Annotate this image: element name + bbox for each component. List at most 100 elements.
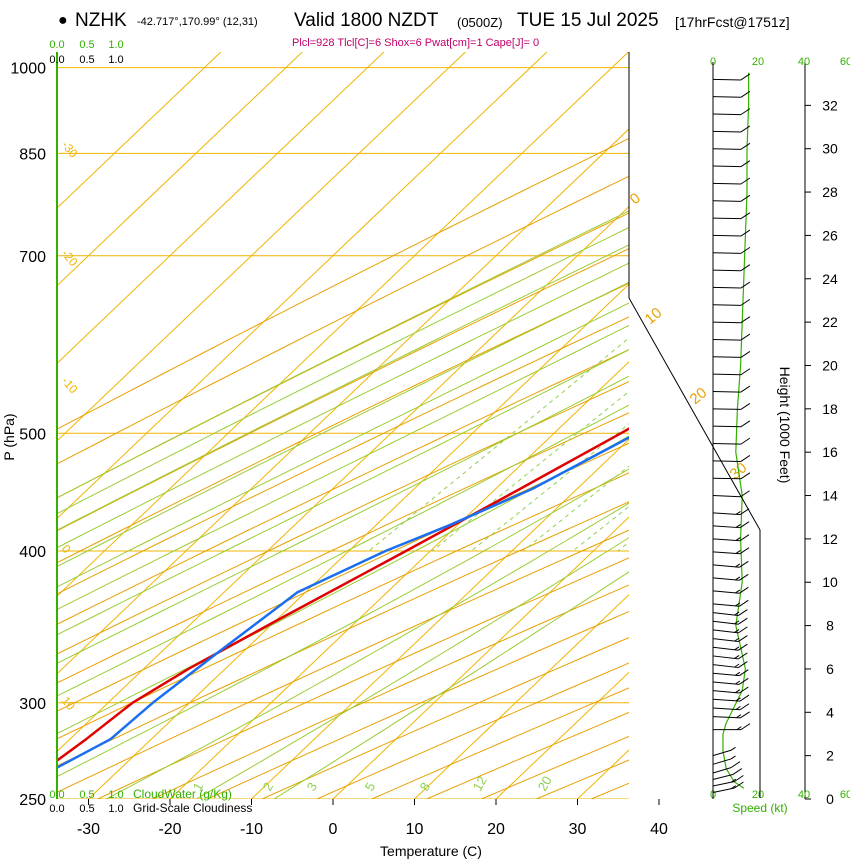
speed-tick-top: 40	[798, 56, 810, 68]
wind-barb-flag	[736, 726, 742, 731]
temperature-tick-label: 20	[487, 821, 505, 838]
wind-barb-shaft	[712, 390, 741, 393]
isotherm-label: -30	[59, 138, 81, 161]
temperature-tick-label: 10	[406, 821, 424, 838]
mixing-ratio-line	[572, 505, 629, 552]
wind-barb-shaft	[712, 477, 741, 480]
wind-barb	[712, 711, 750, 719]
isotherm-line	[57, 52, 385, 364]
dry-adiabat-line	[57, 248, 629, 532]
isotherm-line	[57, 52, 222, 209]
wind-barb-flag	[740, 472, 751, 480]
wind-barb	[712, 73, 751, 81]
height-tick-label: 32	[822, 97, 838, 113]
wind-barb	[712, 108, 751, 116]
wind-barb-shaft	[712, 603, 740, 607]
wind-barb	[712, 669, 749, 677]
wind-barb-flag	[740, 368, 751, 376]
wind-barb-flag	[735, 689, 741, 694]
wind-barb-shaft	[712, 681, 740, 685]
isotherm-line	[251, 438, 629, 799]
wind-barb-shaft	[712, 577, 740, 581]
dry-adiabat-line	[57, 316, 629, 595]
wind-barb-flag	[740, 160, 751, 168]
wind-barb	[712, 635, 748, 643]
wind-barb	[712, 142, 751, 150]
wind-barb	[712, 490, 750, 498]
height-tick-label: 0	[826, 791, 834, 807]
moist-adiabat-line	[57, 468, 629, 778]
wind-barb-flag	[735, 589, 741, 594]
wind-barb-flag	[740, 711, 750, 719]
wind-barb-flag	[740, 385, 751, 393]
wind-barb	[712, 403, 751, 410]
wind-barb-flag	[740, 90, 751, 98]
isotherm-line	[741, 52, 850, 799]
temperature-tick-label: -10	[240, 821, 263, 838]
wind-barb-shaft	[712, 716, 741, 719]
isotherm-line	[495, 671, 629, 799]
wind-barb	[712, 560, 749, 568]
wind-barb-shaft	[712, 564, 740, 568]
height-tick-label: 18	[822, 401, 838, 417]
wind-barb-flag	[740, 264, 751, 272]
wind-barb-shaft	[712, 200, 741, 202]
cloudwater-scale-top: 0.0	[49, 39, 64, 51]
wind-barb-shaft	[712, 130, 741, 133]
dry-adiabat-line	[316, 662, 629, 799]
wind-barb-flag	[735, 576, 741, 581]
cloudwater-scale-top: 1.0	[108, 39, 123, 51]
height-tick-label: 22	[822, 314, 838, 330]
wind-barb	[712, 521, 750, 529]
wind-barb-flag	[735, 537, 741, 541]
wind-barb	[712, 194, 751, 202]
wind-barb	[712, 316, 751, 324]
wind-barb	[712, 686, 749, 694]
wind-barb-flag	[735, 680, 741, 685]
isotherm-line	[169, 361, 629, 799]
dry-adiabat-line	[57, 282, 629, 564]
wind-barb-shaft	[712, 443, 741, 445]
dewpoint-profile-line	[57, 436, 629, 770]
dry-adiabat-line	[57, 212, 629, 499]
wind-barb	[712, 746, 736, 757]
wind-barb-flag	[739, 686, 749, 694]
wind-barb-flag	[730, 778, 737, 783]
wind-barb	[712, 781, 744, 793]
dry-adiabat-line	[701, 52, 850, 799]
wind-barb	[712, 547, 750, 555]
dry-adiabat-line	[57, 501, 629, 767]
wind-barb-flag	[740, 490, 750, 498]
isotherm-line	[414, 594, 629, 799]
wind-barb-flag	[740, 316, 751, 324]
wind-barb	[712, 437, 751, 445]
wind-barb	[712, 761, 741, 774]
dry-adiabat-line	[57, 349, 629, 625]
wind-barb-flag	[740, 142, 751, 150]
wind-barb	[712, 661, 748, 669]
speed-tick-top: 20	[752, 56, 764, 68]
cloudiness-scale-bottom: 0.5	[79, 803, 94, 815]
cloudiness-scale-top: 0.0	[49, 54, 64, 66]
wind-barb-flag	[740, 212, 751, 220]
height-tick-label: 26	[822, 227, 838, 243]
wind-barb-shaft	[712, 690, 740, 694]
wind-barb-flag	[738, 661, 748, 668]
mixing-ratio-label: 8	[417, 780, 434, 794]
pressure-tick-label: 250	[19, 792, 46, 809]
speed-legend-label: Speed (kt)	[732, 801, 787, 815]
wind-barb-flag	[740, 246, 751, 254]
speed-tick-bottom: 20	[752, 789, 764, 801]
cloudwater-scale-top: 0.5	[79, 39, 94, 51]
wind-barb-flag	[740, 437, 751, 445]
wind-barb-flag	[734, 781, 744, 789]
temperature-tick-label: 40	[650, 821, 668, 838]
wind-barb-flag	[739, 547, 750, 555]
height-tick-label: 2	[826, 748, 834, 764]
wind-barb-flag	[740, 177, 751, 185]
temperature-tick-label: -20	[158, 821, 181, 838]
wind-barb-shaft	[712, 165, 741, 168]
isotherm-line	[88, 283, 629, 799]
wind-barb-flag	[730, 755, 736, 760]
